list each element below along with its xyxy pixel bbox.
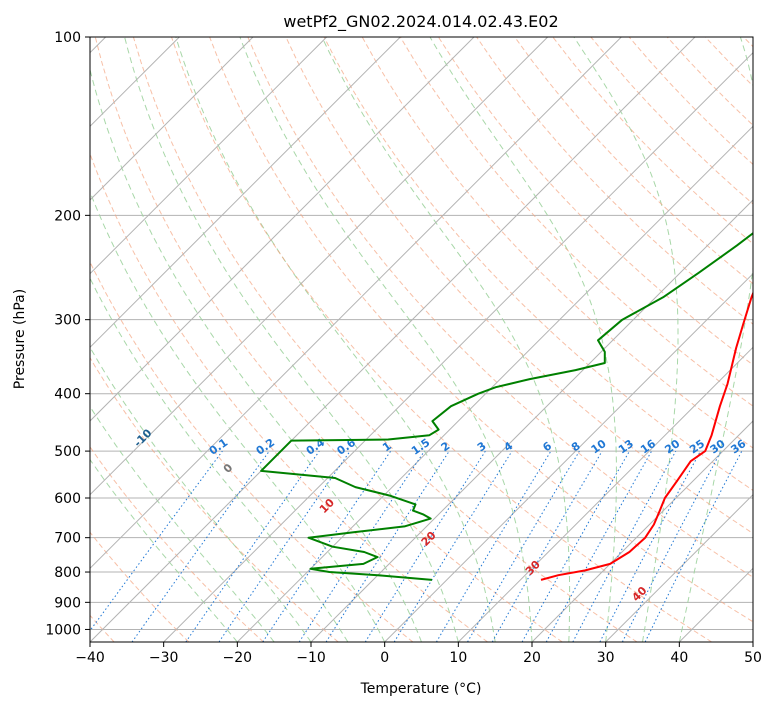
isotherm-line (605, 493, 753, 642)
x-tick-label: 50 (744, 650, 762, 666)
x-axis-label: Temperature (°C) (360, 681, 482, 697)
y-axis-ticks: 100 200 300 400 500 600 700 800 900 1000 (45, 30, 90, 638)
mixing-ratio-line (393, 450, 513, 642)
x-tick-label: −30 (149, 650, 179, 666)
mixing-ratio-line (90, 450, 223, 632)
mixing-ratio-line (521, 450, 630, 642)
moist-adiabat-line (678, 37, 753, 642)
isotherm-line (310, 199, 753, 642)
isotherm-line (90, 37, 549, 496)
x-tick-label: 10 (449, 650, 467, 666)
dry-adiabat-line (90, 446, 264, 642)
dry-adiabat-line (247, 37, 753, 578)
isotherm-line (163, 51, 753, 642)
mixing-ratio-line (131, 450, 270, 642)
moist-adiabat-line (90, 405, 275, 642)
x-tick-label: 20 (523, 650, 541, 666)
dewpoint-trace (260, 231, 753, 581)
isotherm-gridlines (90, 37, 753, 642)
dry-adiabat-line (285, 37, 753, 535)
mixing-ratio-line (262, 450, 392, 642)
y-tick-label: 200 (54, 208, 81, 224)
dry-adiabat-line (209, 37, 753, 623)
dry-adiabat-line (94, 37, 563, 642)
x-tick-label: −40 (75, 650, 105, 666)
y-tick-label: 1000 (45, 622, 81, 638)
dry-adiabat-line (361, 37, 753, 449)
y-tick-label: 600 (54, 491, 81, 507)
chart-title: wetPf2_GN02.2024.014.02.43.E02 (283, 12, 558, 32)
mixing-ratio-line (572, 450, 677, 642)
temperature-trace (540, 290, 753, 581)
dry-adiabat-line (171, 37, 712, 642)
isotherm-line (384, 272, 753, 642)
x-tick-label: 40 (670, 650, 688, 666)
y-tick-label: 500 (54, 444, 81, 460)
dry-adiabat-line (90, 152, 488, 642)
mixing-ratio-line (325, 450, 450, 642)
isotherm-line (457, 346, 753, 642)
y-tick-label: 400 (54, 387, 81, 403)
isotherm-line (90, 37, 401, 349)
mixing-ratio-line (218, 450, 351, 642)
x-axis-ticks: −40 −30 −20 −10 0 10 20 30 40 50 (75, 642, 762, 666)
moist-adiabat-line (90, 190, 386, 642)
moist-adiabat-line (90, 67, 422, 642)
dry-adiabats (90, 37, 753, 642)
isotherm-line (90, 37, 696, 642)
dry-adiabat-line (437, 37, 753, 366)
mixing-ratio-line (298, 450, 425, 642)
mixing-ratio-line (185, 450, 320, 642)
y-tick-label: 900 (54, 595, 81, 611)
dry-adiabat-line (514, 37, 753, 285)
dry-adiabat-line (132, 37, 638, 642)
x-tick-label: 30 (597, 650, 615, 666)
moist-adiabats (90, 37, 753, 642)
moist-adiabat-line (239, 37, 533, 642)
isotherm-line (90, 37, 475, 422)
y-tick-label: 800 (54, 565, 81, 581)
plot-frame (89, 36, 754, 643)
dry-adiabat-line (90, 531, 190, 642)
x-tick-label: −10 (296, 650, 326, 666)
dry-adiabat-line (399, 37, 753, 407)
x-tick-label: 0 (380, 650, 389, 666)
sounding-traces (260, 231, 753, 581)
isotherm-line (90, 37, 328, 275)
isotherm-line (90, 37, 254, 201)
isotherm-line (236, 125, 753, 642)
moist-adiabat-line (90, 277, 349, 642)
plot-area: 0.10.20.40.611.52346810131620253036-100-… (90, 37, 753, 642)
moist-adiabat-line (321, 37, 571, 642)
y-tick-label: 300 (54, 313, 81, 329)
mixing-ratio-line (644, 450, 743, 642)
y-tick-label: 700 (54, 531, 81, 547)
mixing-ratio-line (545, 450, 653, 642)
dry-adiabat-line (90, 356, 339, 642)
isotherm-line (531, 420, 753, 642)
y-tick-label: 100 (54, 30, 81, 46)
moist-adiabat-line (124, 37, 459, 642)
mixing-ratio-lines (90, 450, 743, 642)
moist-adiabat-line (573, 37, 679, 642)
moist-adiabat-line (429, 37, 617, 642)
moist-adiabat-line (90, 458, 238, 642)
dry-adiabat-line (323, 37, 753, 491)
y-axis-label: Pressure (hPa) (12, 289, 28, 389)
isotherm-line (90, 37, 622, 570)
x-tick-label: −20 (223, 650, 253, 666)
moist-adiabat-line (175, 37, 496, 642)
